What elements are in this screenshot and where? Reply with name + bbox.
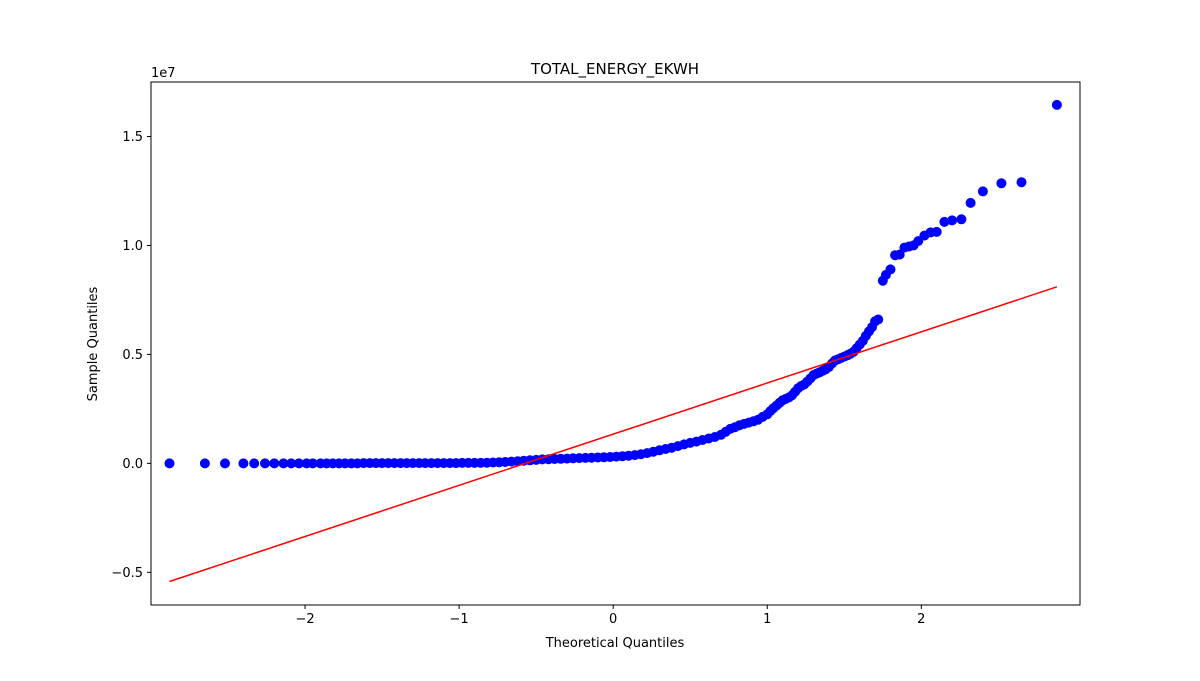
y-axis-label: Sample Quantiles	[86, 286, 101, 401]
x-tick-label: −1	[450, 612, 469, 627]
sample-point	[894, 249, 905, 260]
y-axis-offset-text: 1e7	[151, 66, 176, 81]
reference-line-group	[169, 286, 1058, 583]
y-tick-label: 0.0	[122, 457, 143, 472]
x-tick-label: 2	[917, 612, 925, 627]
y-axis-ticks: −0.5 0.0 0.5 1.0 1.5	[111, 130, 151, 581]
y-tick-label: −0.5	[111, 566, 143, 581]
x-tick-label: −2	[295, 612, 314, 627]
plot-area-frame	[150, 81, 1081, 606]
sample-point	[977, 186, 988, 197]
x-axis-label: Theoretical Quantiles	[545, 636, 685, 651]
sample-point	[873, 314, 884, 325]
sample-point	[249, 458, 260, 469]
sample-point	[965, 197, 976, 208]
sample-point	[199, 458, 210, 469]
sample-point	[996, 178, 1007, 189]
reference-line	[169, 286, 1058, 583]
sample-point	[238, 458, 249, 469]
chart-title: TOTAL_ENERGY_EKWH	[530, 60, 699, 79]
x-axis-ticks: −2 −1 0 1 2	[295, 605, 925, 627]
sample-point	[913, 236, 924, 247]
sample-point	[956, 214, 967, 225]
sample-point	[1016, 177, 1027, 188]
y-tick-label: 1.5	[122, 130, 143, 145]
sample-point	[260, 458, 270, 469]
x-tick-label: 0	[609, 612, 617, 627]
sample-point	[947, 215, 958, 226]
sample-point	[269, 458, 280, 469]
y-tick-label: 0.5	[122, 348, 143, 363]
sample-point	[885, 264, 896, 275]
sample-point	[931, 226, 942, 237]
sample-points	[164, 99, 1062, 469]
sample-point	[164, 458, 175, 469]
sample-point	[1051, 99, 1062, 110]
sample-point	[220, 458, 230, 469]
y-tick-label: 1.0	[122, 239, 143, 254]
x-tick-label: 1	[763, 612, 771, 627]
